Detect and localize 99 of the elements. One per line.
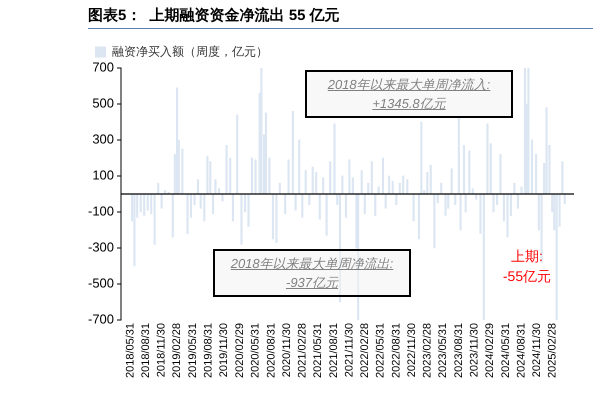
x-tick-label: 2023/08/31 [452, 322, 465, 378]
y-tick-label: 100 [92, 168, 114, 183]
bar [468, 150, 470, 194]
bar [382, 158, 384, 194]
bar [264, 112, 268, 194]
bar [254, 159, 257, 194]
bar [172, 194, 174, 238]
bar [333, 123, 336, 194]
bar [236, 114, 238, 194]
x-tick-label: 2021/02/28 [296, 322, 308, 378]
bar [384, 194, 387, 209]
bar [247, 194, 250, 227]
x-tick-label: 2022/08/31 [390, 322, 402, 378]
x-tick-label: 2021/05/31 [312, 322, 324, 378]
bar [154, 194, 156, 245]
bar [374, 194, 376, 216]
bar [545, 107, 548, 194]
bar [304, 170, 307, 194]
bar [232, 194, 234, 222]
bar [370, 161, 373, 194]
bar [301, 194, 304, 218]
bar [486, 123, 489, 194]
legend-label: 融资净买入额（周度，亿元） [112, 44, 268, 58]
bar [143, 194, 146, 216]
bar [364, 194, 366, 214]
x-tick-label: 2024/11/30 [531, 322, 544, 378]
bar [564, 194, 566, 204]
bar [206, 156, 208, 194]
annotation: 上期: -55亿元 [502, 247, 552, 286]
bar [308, 194, 310, 206]
annotation: 2018年以来最大单周净流入: +1345.8亿元 [326, 76, 492, 113]
bar [312, 166, 314, 194]
x-tick-label: 2018/11/30 [156, 322, 168, 378]
x-tick-label: 2022/02/28 [358, 322, 371, 378]
y-tick-label: 700 [92, 60, 114, 75]
bar [506, 194, 509, 238]
bar [260, 68, 262, 194]
y-tick-label: -300 [88, 240, 114, 255]
x-tick-label: 2025/02/28 [546, 322, 559, 378]
bar [482, 194, 485, 320]
bar [322, 177, 324, 194]
bar [133, 194, 136, 266]
x-tick-label: 2020/08/31 [265, 322, 278, 378]
bar [326, 194, 328, 236]
x-tick-label: 2022/05/31 [374, 322, 387, 378]
bar [203, 194, 206, 222]
bar [275, 194, 278, 243]
x-tick-label: 2024/05/31 [500, 322, 512, 378]
x-tick-label: 2020/05/31 [250, 322, 262, 378]
bar [225, 145, 228, 194]
x-tick-label: 2021/08/31 [328, 322, 340, 378]
x-tick-label: 2019/02/28 [171, 322, 184, 378]
y-tick-label: -500 [88, 276, 114, 291]
bar [348, 159, 350, 194]
bar [240, 194, 243, 245]
chart-title: 图表5： 上期融资资金净流出 55 亿元 [88, 6, 593, 29]
x-tick-label: 2020/11/30 [280, 322, 293, 378]
annotation: 2018年以来最大单周净流出: -937亿元 [230, 255, 394, 292]
bar [454, 194, 456, 206]
bar [450, 168, 453, 194]
bar [412, 194, 415, 222]
bar [556, 194, 558, 320]
bar [292, 110, 294, 194]
bar [418, 194, 420, 240]
x-tick-label: 2024/02/29 [484, 322, 496, 378]
x-tick-label: 2023/02/28 [421, 322, 434, 378]
bar [433, 194, 436, 248]
callout-box: 2018年以来最大单周净流入: +1345.8亿元 [305, 70, 513, 118]
bar [420, 122, 422, 194]
y-tick-label: -700 [88, 312, 114, 327]
x-tick-label: 2018/05/31 [124, 322, 136, 378]
bar [430, 164, 432, 194]
bar [318, 194, 321, 220]
bar [250, 158, 254, 194]
bar [360, 170, 363, 194]
y-tick-label: -100 [88, 204, 114, 219]
bar [440, 182, 442, 194]
bar [298, 140, 300, 194]
x-tick-label: 2022/11/30 [406, 322, 418, 378]
x-tick-label: 2018/08/31 [140, 322, 152, 378]
x-tick-label: 2021/11/30 [343, 322, 356, 378]
x-tick-label: 2019/08/31 [202, 322, 215, 378]
x-tick-label: 2020/02/29 [234, 322, 246, 378]
y-tick-label: 500 [92, 96, 114, 111]
bar [444, 194, 447, 216]
bar [395, 194, 398, 206]
callout-box: 2018年以来最大单周净流出: -937亿元 [213, 249, 411, 297]
x-tick-label: 2019/05/31 [186, 322, 199, 378]
bar [272, 194, 274, 240]
x-tick-label: 2024/08/31 [516, 322, 528, 378]
y-tick-label: 300 [92, 132, 114, 147]
x-tick-label: 2023/11/30 [468, 322, 480, 378]
bar [499, 154, 502, 194]
bar [561, 161, 564, 194]
x-tick-label: 2023/05/31 [437, 322, 450, 378]
bar [527, 68, 530, 194]
bar [157, 182, 160, 194]
x-tick-label: 2019/11/30 [218, 322, 230, 378]
bar [186, 194, 189, 234]
